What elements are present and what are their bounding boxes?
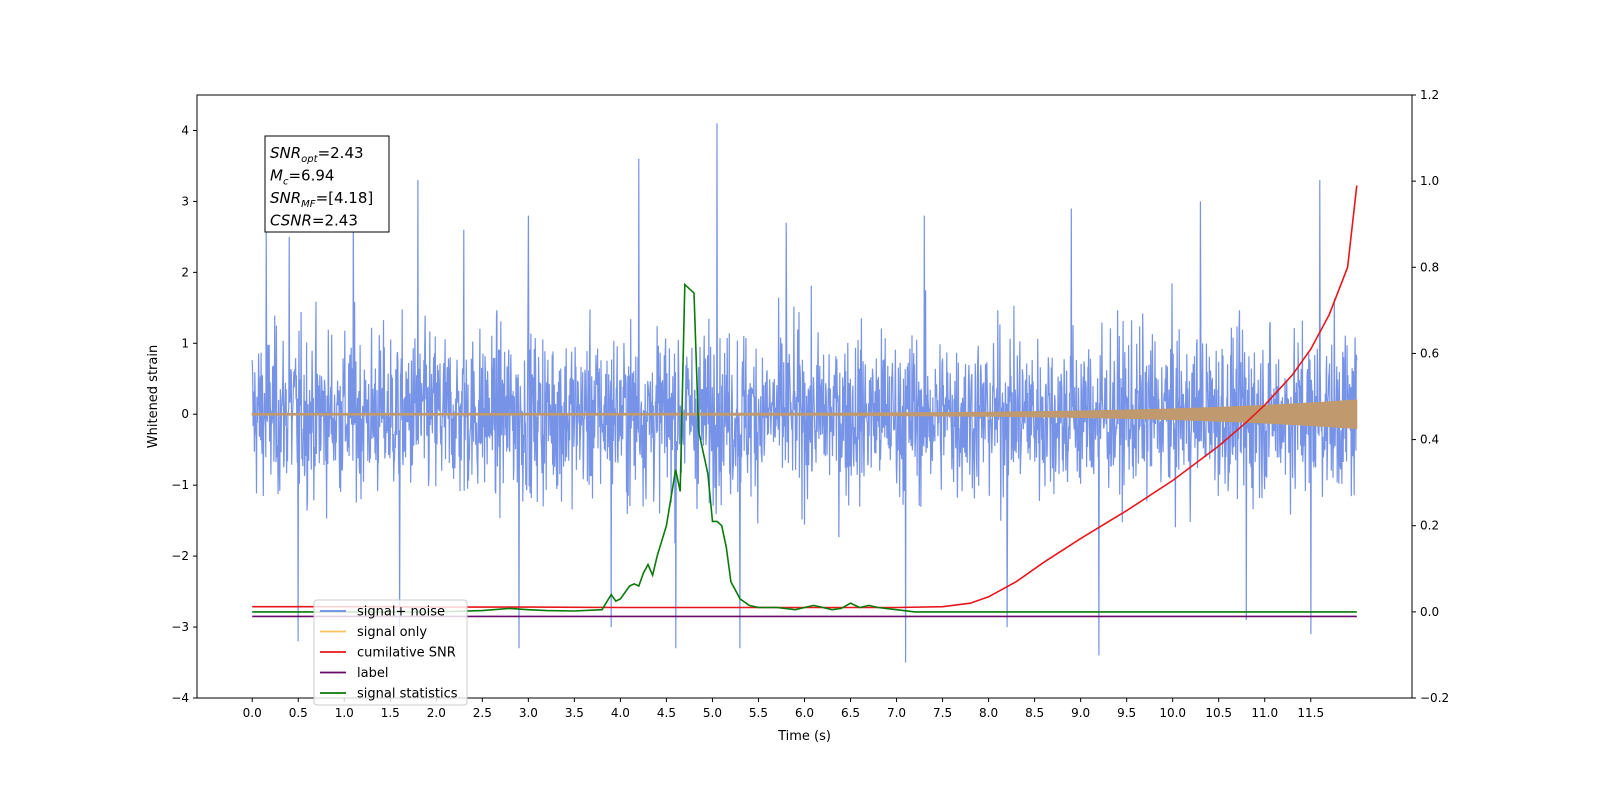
legend-label: label (357, 666, 388, 681)
legend-item: signal only (320, 625, 427, 640)
series-signal-only (251, 399, 1358, 430)
y-tick-label: 2 (181, 265, 189, 279)
x-tick-label: 10.0 (1159, 706, 1186, 720)
plot-area (251, 123, 1358, 663)
legend: signal+ noise signal only cumilative SNR la… (313, 599, 468, 706)
y2-tick-label: 0.4 (1420, 433, 1439, 447)
x-tick-label: 7.5 (933, 706, 952, 720)
legend-item: cumilative SNR (320, 646, 456, 661)
series-cumilative-snr (252, 185, 1358, 609)
y-tick-label: −1 (171, 478, 189, 492)
annotation-line: SNRMF=[4.18] (270, 189, 373, 210)
x-tick-label: 5.0 (703, 706, 722, 720)
y-tick-label: −2 (171, 549, 189, 563)
y-tick-label: 3 (181, 194, 189, 208)
annotation-line: SNRopt=2.43 (270, 144, 364, 165)
series-signal-noise (251, 123, 1358, 663)
x-axis: 0.0 0.5 1.0 1.5 2.0 2.5 3.0 3.5 4.0 4.5 5.0 5.5 6.0 6… (243, 698, 1324, 720)
x-tick-label: 10.5 (1205, 706, 1232, 720)
legend-item: label (320, 666, 388, 681)
y2-tick-label: 1.2 (1420, 88, 1439, 102)
y-tick-label: 1 (181, 336, 189, 350)
x-tick-label: 1.5 (381, 706, 400, 720)
legend-frame (313, 599, 468, 706)
y-axis-right: −0.2 0.0 0.2 0.4 0.6 0.8 1.0 1.2 (1412, 88, 1449, 705)
x-axis-label: Time (s) (777, 729, 831, 744)
x-tick-label: 11.5 (1297, 706, 1324, 720)
y-axis-label: Whitened strain (146, 345, 161, 448)
series-signal-statistics (252, 282, 1357, 613)
legend-item: signal statistics (320, 687, 458, 702)
legend-label: cumilative SNR (357, 646, 456, 661)
y-tick-label: −4 (171, 691, 189, 705)
x-tick-label: 9.0 (1071, 706, 1090, 720)
x-tick-label: 5.5 (749, 706, 768, 720)
y2-tick-label: 1.0 (1420, 174, 1439, 188)
y2-tick-label: 0.0 (1420, 605, 1439, 619)
x-tick-label: 11.0 (1251, 706, 1278, 720)
legend-label: signal only (357, 625, 427, 640)
legend-label: signal statistics (357, 687, 458, 702)
legend-label: signal+ noise (357, 605, 445, 620)
x-tick-label: 3.5 (565, 706, 584, 720)
x-tick-label: 7.0 (887, 706, 906, 720)
y-tick-label: 0 (181, 407, 189, 421)
annotation-line: CSNR=2.43 (270, 212, 358, 230)
x-tick-label: 0.5 (289, 706, 308, 720)
y2-tick-label: 0.8 (1420, 260, 1439, 274)
x-tick-label: 3.0 (519, 706, 538, 720)
x-tick-label: 9.5 (1117, 706, 1136, 720)
y2-tick-label: 0.6 (1420, 346, 1439, 360)
x-tick-label: 4.5 (657, 706, 676, 720)
x-tick-label: 4.0 (611, 706, 630, 720)
y-tick-label: −3 (171, 620, 189, 634)
annotation-frame (264, 135, 390, 233)
y-axis-left: −4 −3 −2 −1 0 1 2 3 4 (171, 123, 197, 705)
x-tick-label: 6.5 (841, 706, 860, 720)
x-tick-label: 2.0 (427, 706, 446, 720)
y2-tick-label: 0.2 (1420, 519, 1439, 533)
y-tick-label: 4 (181, 123, 189, 137)
x-tick-label: 0.0 (243, 706, 262, 720)
y2-tick-label: −0.2 (1420, 691, 1449, 705)
x-tick-label: 1.0 (335, 706, 354, 720)
x-tick-label: 8.5 (1025, 706, 1044, 720)
annotation-line: Mc=6.94 (270, 167, 334, 188)
x-tick-label: 6.0 (795, 706, 814, 720)
legend-item: signal+ noise (320, 605, 445, 620)
x-tick-label: 8.0 (979, 706, 998, 720)
x-tick-label: 2.5 (473, 706, 492, 720)
